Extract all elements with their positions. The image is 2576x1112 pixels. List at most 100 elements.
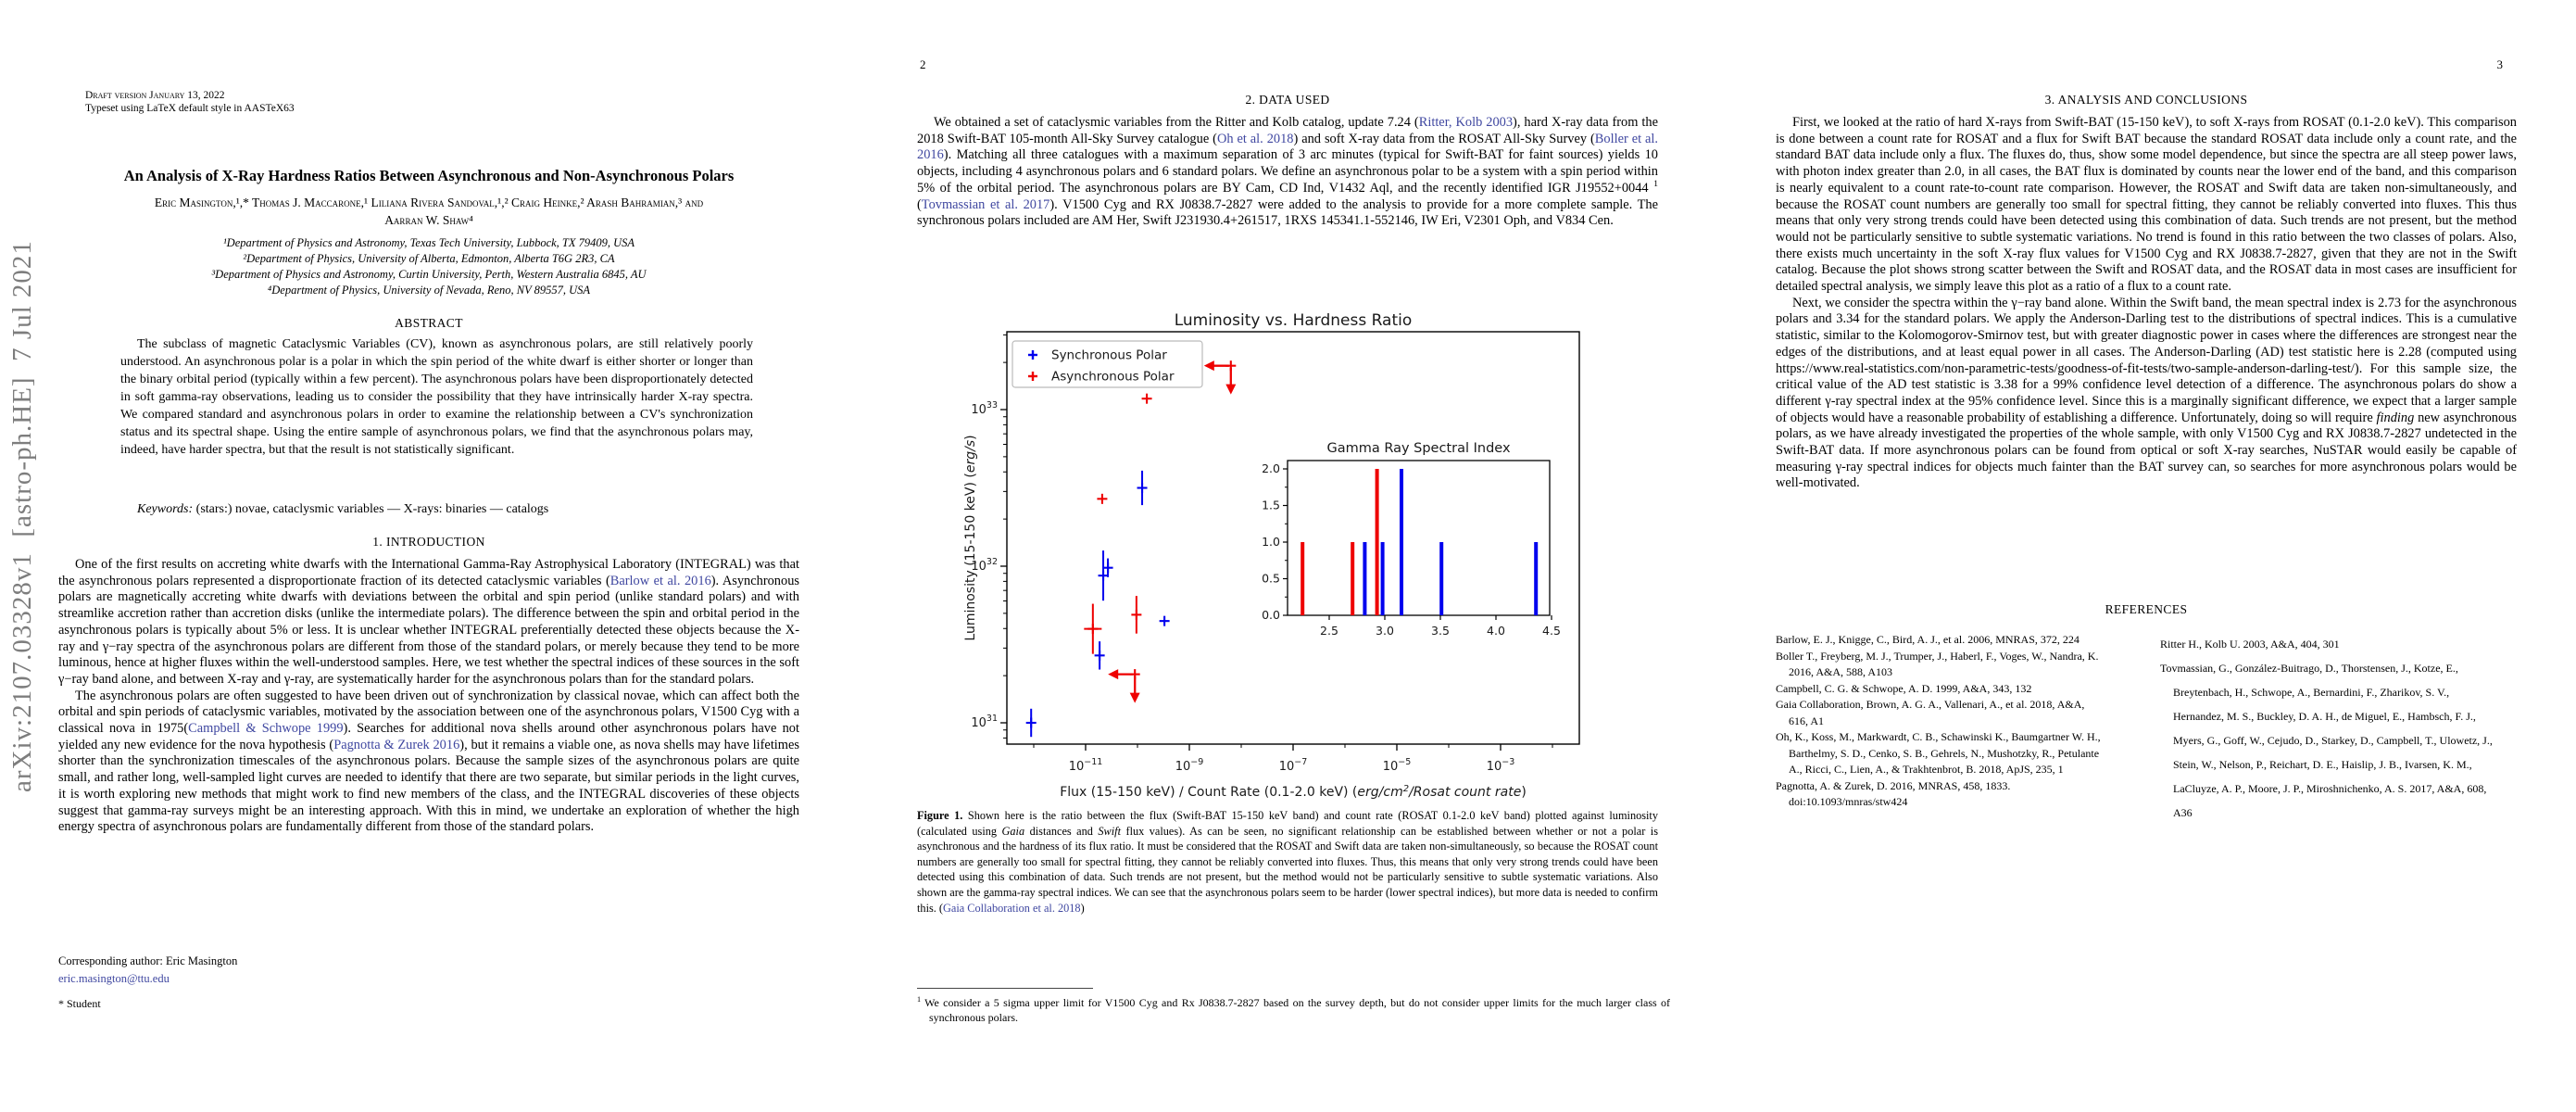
references-heading: REFERENCES: [2105, 602, 2188, 616]
author-list: Eric Masington,¹,* Thomas J. Maccarone,¹…: [40, 194, 818, 229]
page-3: 3 3. ANALYSIS AND CONCLUSIONS First, we …: [1717, 0, 2576, 1112]
svg-text:10−11: 10−11: [1069, 757, 1103, 774]
text-segment: (stars:) novae, cataclysmic variables — …: [193, 502, 549, 516]
abstract-body: The subclass of magnetic Cataclysmic Var…: [120, 335, 753, 459]
section-3-heading: 3. ANALYSIS AND CONCLUSIONS: [2044, 93, 2248, 107]
text-segment: Gaia: [1001, 824, 1025, 838]
svg-text:3.0: 3.0: [1376, 624, 1394, 638]
corresponding-author-line: Corresponding author: Eric Masington: [58, 954, 238, 967]
text-segment: The asynchronous polars are often sugges…: [58, 688, 799, 737]
svg-text:3.5: 3.5: [1431, 624, 1450, 638]
svg-text:10−7: 10−7: [1279, 757, 1308, 774]
svg-text:1032: 1032: [971, 557, 998, 574]
analysis-paragraph-2: Next, we consider the spectra within the…: [1776, 296, 2517, 492]
svg-text:1.5: 1.5: [1262, 499, 1280, 512]
text-segment: 1: [1653, 179, 1658, 190]
page-number-2: 2: [920, 57, 926, 71]
text-segment: Shown here is the ratio between the flux…: [917, 809, 1659, 838]
section-2-heading: 2. DATA USED: [1245, 93, 1330, 107]
text-segment: We consider a 5 sigma upper limit for V1…: [921, 996, 1670, 1024]
svg-text:1031: 1031: [971, 714, 998, 730]
citation-link[interactable]: Boller et al. 2016: [917, 131, 1658, 163]
intro-paragraph-2: The asynchronous polars are often sugges…: [58, 689, 799, 836]
page-number-3: 3: [2496, 57, 2504, 71]
citation-link[interactable]: Pagnotta & Zurek 2016: [333, 737, 460, 752]
text-segment: ). Asynchronous polars are magnetically …: [58, 573, 799, 687]
affiliation-item: ²Department of Physics, University of Al…: [243, 252, 615, 265]
text-segment: First, we looked at the ratio of hard X-…: [1776, 115, 2517, 295]
corresponding-email-link[interactable]: eric.masington@ttu.edu: [58, 972, 170, 985]
draft-version-line: Draft version January 13, 2022: [85, 90, 225, 101]
typeset-line: Typeset using LaTeX default style in AAS…: [85, 103, 295, 114]
svg-text:1033: 1033: [971, 400, 998, 417]
svg-text:2.0: 2.0: [1262, 461, 1280, 475]
analysis-body: First, we looked at the ratio of hard X-…: [1776, 115, 2517, 492]
svg-text:Synchronous Polar: Synchronous Polar: [1051, 348, 1167, 363]
footnote-rule: [917, 988, 1093, 989]
text-segment: Keywords:: [137, 502, 194, 516]
svg-text:Gamma Ray Spectral Index: Gamma Ray Spectral Index: [1326, 441, 1511, 456]
text-segment: new asynchronous polars, as we have alre…: [1776, 410, 2517, 491]
references-right-column: Ritter H., Kolb U. 2003, A&A, 404, 301 To…: [2160, 632, 2501, 825]
text-segment: Next, we consider the spectra within the…: [1776, 295, 2517, 425]
affiliation-item: ³Department of Physics and Astronomy, Cu…: [211, 268, 647, 281]
text-segment: flux values). As can be seen, no signifi…: [917, 824, 1658, 915]
svg-text:0.0: 0.0: [1262, 608, 1280, 622]
svg-text:10−3: 10−3: [1487, 757, 1515, 774]
svg-text:10−9: 10−9: [1175, 757, 1204, 774]
svg-text:0.5: 0.5: [1262, 572, 1280, 586]
svg-text:4.5: 4.5: [1542, 624, 1561, 638]
svg-text:2.5: 2.5: [1320, 624, 1338, 638]
reference-item: Pagnotta, A. & Zurek, D. 2016, MNRAS, 45…: [1776, 778, 2011, 809]
text-segment: ) and soft X-ray data from the ROSAT All…: [1293, 131, 1595, 146]
page-1: arXiv:2107.03328v1 [astro-ph.HE] 7 Jul 2…: [0, 0, 859, 1112]
citation-link[interactable]: Gaia Collaboration et al. 2018: [943, 901, 1081, 915]
page-2: 2 2. DATA USED We obtained a set of cata…: [859, 0, 1717, 1112]
citation-link[interactable]: Barlow et al. 2016: [609, 573, 711, 588]
reference-item: Campbell, C. G. & Schwope, A. D. 1999, A…: [1776, 681, 2032, 695]
svg-text:Luminosity vs. Hardness Ratio: Luminosity vs. Hardness Ratio: [1175, 311, 1413, 330]
svg-text:Asynchronous Polar: Asynchronous Polar: [1051, 370, 1175, 385]
text-segment: ). Matching all three catalogues with a …: [917, 147, 1658, 196]
authors-line-1: Eric Masington,¹,* Thomas J. Maccarone,¹…: [154, 196, 704, 209]
text-segment: 1: [917, 995, 922, 1004]
abstract-heading: ABSTRACT: [395, 316, 463, 330]
reference-item: Tovmassian, G., González-Buitrago, D., T…: [2160, 662, 2493, 819]
introduction-body: One of the first results on accreting wh…: [58, 557, 799, 836]
svg-text:1.0: 1.0: [1262, 535, 1280, 549]
student-footnote: * Student: [58, 997, 101, 1010]
text-segment: ), but it remains a viable one, as nova …: [58, 737, 799, 835]
corresponding-author-block: Corresponding author: Eric Masington eri…: [58, 953, 799, 988]
svg-text:Luminosity (15-150 keV) (erg/s: Luminosity (15-150 keV) (erg/s): [963, 435, 978, 640]
reference-item: Barlow, E. J., Knigge, C., Bird, A. J., …: [1776, 633, 2080, 646]
svg-text:Flux (15-150 keV) / Count Rate: Flux (15-150 keV) / Count Rate (0.1-2.0 …: [1060, 784, 1527, 800]
citation-link[interactable]: Oh et al. 2018: [1216, 131, 1294, 146]
affiliation-list: ¹Department of Physics and Astronomy, Te…: [40, 235, 818, 298]
citation-link[interactable]: Campbell & Schwope 1999: [188, 721, 344, 737]
authors-line-2: Aarran W. Shaw⁴: [384, 213, 473, 227]
reference-item: Boller T., Freyberg, M. J., Trumper, J.,…: [1776, 649, 2099, 679]
intro-paragraph-1: One of the first results on accreting wh…: [58, 557, 799, 689]
references-left-column: Barlow, E. J., Knigge, C., Bird, A. J., …: [1776, 632, 2102, 811]
text-segment: ). Searches for additional nova shells a…: [58, 721, 799, 752]
data-used-body: We obtained a set of cataclysmic variabl…: [917, 115, 1658, 230]
reference-item: Gaia Collaboration, Brown, A. G. A., Val…: [1776, 698, 2085, 727]
keywords-line: Keywords: (stars:) novae, cataclysmic va…: [120, 500, 753, 518]
affiliation-item: ⁴Department of Physics, University of Ne…: [267, 284, 591, 297]
figure-1: Luminosity vs. Hardness Ratio 10−11 10−9 10…: [963, 310, 1593, 815]
reference-item: Ritter H., Kolb U. 2003, A&A, 404, 301: [2160, 638, 2340, 651]
citation-link[interactable]: Tovmassian et al. 2017: [921, 196, 1050, 212]
paper-title: An Analysis of X-Ray Hardness Ratios Bet…: [123, 167, 735, 184]
citation-link[interactable]: Ritter, Kolb 2003: [1418, 115, 1514, 130]
analysis-paragraph-1: First, we looked at the ratio of hard X-…: [1776, 115, 2517, 296]
text-segment: distances and: [1024, 824, 1099, 838]
page2-footnote: 1 We consider a 5 sigma upper limit for …: [917, 995, 1670, 1025]
abstract-paragraph: The subclass of magnetic Cataclysmic Var…: [120, 337, 753, 457]
text-segment: ): [1080, 901, 1085, 915]
reference-item: Oh, K., Koss, M., Markwardt, C. B., Scha…: [1776, 730, 2101, 776]
data-used-paragraph: We obtained a set of cataclysmic variabl…: [917, 115, 1658, 230]
text-segment: We obtained a set of cataclysmic variabl…: [934, 115, 1419, 130]
svg-text:10−5: 10−5: [1383, 757, 1412, 774]
text-segment: ). V1500 Cyg and RX J0838.7-2827 were ad…: [917, 196, 1659, 229]
